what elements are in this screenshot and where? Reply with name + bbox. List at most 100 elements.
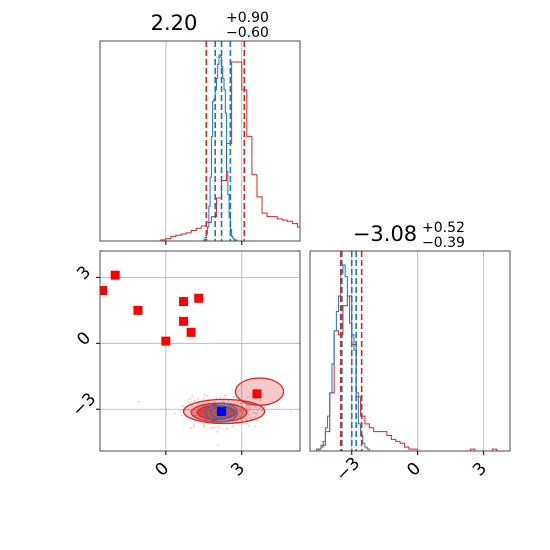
joint-sample-point [254,406,257,408]
joint-sample-point [248,405,250,408]
joint-sample-point [239,402,242,404]
x0-title-value: 2.20 [151,11,198,35]
joint-y-tick-label: 0 [73,328,95,350]
joint-sample-point [239,416,242,419]
joint-sample-point [242,409,245,411]
joint-sample-point [242,422,245,425]
joint-sample-point [245,404,248,407]
joint-sample-point [242,412,245,415]
x1-x-tick-label: 0 [403,459,425,481]
x0-hist-blue [203,54,238,241]
joint-sample-point [259,407,261,410]
joint-sample-point [249,407,252,410]
joint-sample-point [195,414,198,417]
x1-title-minus: −0.39 [422,235,465,251]
joint-sample-point [197,402,200,405]
joint-sample-point [202,426,205,429]
joint-frame [99,250,301,452]
joint-sample-point [247,408,250,410]
red-square-marker [186,327,196,337]
joint-sample-point [202,397,205,400]
joint-sample-point [246,419,248,422]
joint-sample-point [217,425,220,428]
joint-sample-point [259,399,261,402]
joint-sample-point [255,412,258,415]
joint-sample-point [187,398,190,401]
x1-x-tick-label: −3 [332,454,364,486]
joint-contour-blue [205,402,238,423]
x0-title-plus: +0.90 [226,10,269,26]
x0-hist-panel [160,41,300,241]
joint-sample-point [247,396,249,398]
x0-hist-red [160,61,300,241]
x1-title-plus: +0.52 [422,220,465,236]
joint-sample-point [216,431,219,433]
red-square-marker [133,305,143,315]
joint-sample-point [247,424,250,427]
red-square-marker [194,293,204,303]
joint-sample-point [239,410,241,413]
joint-sample-point [224,394,226,397]
x1-hist-frame [309,250,511,452]
red-square-marker [252,389,262,399]
blue-square-marker [217,406,227,416]
joint-sample-point [202,401,205,404]
joint-sample-point [193,411,195,414]
joint-sample-point [191,395,194,398]
joint-sample-point [236,402,238,405]
joint-sample-point [232,395,235,398]
joint-sample-point [192,425,195,428]
red-square-marker [100,286,108,296]
joint-y-tick-label: 3 [73,262,95,284]
joint-sample-point [255,419,258,422]
x0-title: 2.20 [151,11,198,35]
joint-sample-point [205,395,208,397]
x1-title: −3.08 [353,222,417,246]
joint-sample-point [188,409,191,412]
joint-sample-point [180,408,183,411]
joint-sample-point [232,400,235,403]
joint-sample-point [231,425,234,428]
joint-sample-point [231,421,234,423]
joint-sample-point [227,404,229,407]
joint-sample-point [254,416,256,418]
joint-sample-point [210,427,213,429]
joint-sample-point [181,405,184,408]
joint-sample-point [261,409,263,412]
joint-sample-point [213,401,216,403]
x0-title-minus: −0.60 [226,25,269,41]
joint-sample-point [244,417,247,420]
joint-sample-point [225,427,228,430]
joint-sample-point [252,411,255,414]
joint-sample-point [188,418,191,421]
joint-sample-point [244,410,247,413]
x1-x-tick-label: 3 [469,459,491,481]
joint-sample-point [245,422,248,425]
joint-x-tick-label: 3 [227,459,249,481]
x1-hist-panel [316,251,498,451]
joint-sample-point [256,409,259,412]
joint-sample-point [247,413,250,416]
red-square-marker [110,270,120,280]
joint-sample-point [203,393,206,396]
joint-sample-point [193,414,196,417]
joint-sample-point [189,401,192,403]
red-square-marker [161,336,171,346]
joint-sample-point [251,417,253,420]
joint-sample-point [193,399,196,402]
joint-sample-point [248,409,251,412]
red-square-marker [179,316,189,326]
joint-panel [100,251,300,451]
joint-sample-point [215,396,218,399]
joint-sample-point [235,405,238,408]
joint-sample-point [249,416,252,419]
joint-sample-point [290,410,293,413]
joint-sample-point [138,400,140,403]
red-square-marker [179,297,189,307]
joint-sample-point [254,425,257,428]
joint-sample-point [223,400,226,402]
joint-sample-point [217,444,220,447]
joint-sample-point [189,397,192,400]
x1-hist-red [316,295,498,451]
